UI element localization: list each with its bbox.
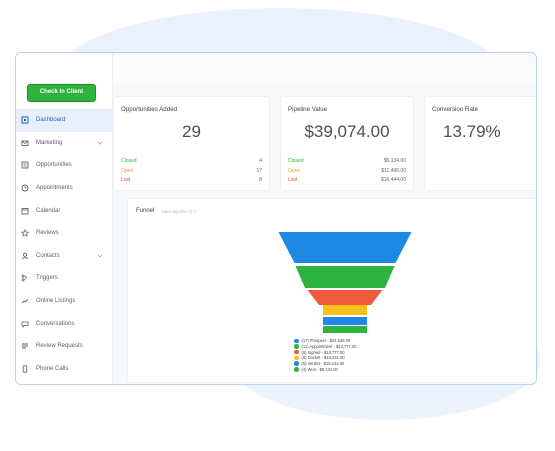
legend-item: (5) Verdict - $16,134.00 [294, 361, 414, 367]
pipeline-value: $39,074.00 [304, 122, 390, 141]
funnel-stage[interactable] [323, 317, 367, 325]
card-title: Pipeline Value [288, 106, 328, 113]
legend-dot [294, 355, 299, 361]
funnel-stage[interactable] [278, 232, 412, 263]
card-title: Opportunities Added [121, 106, 178, 113]
breakdown-value: $5,134.00 [383, 158, 406, 164]
breakdown-value: $11,496.00 [381, 167, 406, 174]
legend-item: (4) Won - $5,134.00 [294, 366, 414, 372]
breakdown-label: Closed [288, 158, 304, 164]
funnel-legend: (17) Prospect - $24,626.00 (11) Appointme… [294, 338, 414, 372]
sidebar-item-label: Reviews [36, 230, 59, 237]
breakdown-row: Lost $16,444.00 [288, 177, 406, 186]
legend-item: (8) Signed - $18,777.00 [294, 349, 414, 355]
breakdown-label: Open [288, 167, 301, 174]
legend-label: (8) Signed - $18,777.00 [301, 349, 345, 355]
breakdown-value: 4 [259, 158, 262, 164]
legend-label: (11) Appointment - $23,777.00 [301, 344, 357, 350]
clock-icon [21, 184, 29, 192]
funnel-stage[interactable] [307, 290, 383, 305]
dashboard-icon [21, 116, 29, 124]
conversion-rate-value: 13.79% [443, 122, 501, 141]
sidebar-item-label: Opportunities [36, 162, 72, 169]
marketing-icon [21, 139, 29, 147]
legend-item: (6) Docket - $18,231.00 [294, 355, 414, 361]
sidebar-item-label: Conversations [36, 320, 75, 327]
sidebar-item-reviews[interactable]: Reviews [16, 222, 113, 245]
breakdown-row: Closed $5,134.00 [288, 158, 406, 167]
sidebar-item-conversations[interactable]: Conversations [16, 312, 113, 335]
sidebar-item-label: Online Listings [36, 298, 76, 305]
user-icon [21, 252, 29, 260]
sidebar-item-label: Dashboard [36, 117, 66, 124]
breakdown-row: Open $11,496.00 [288, 168, 406, 177]
legend-label: (5) Verdict - $16,134.00 [301, 361, 345, 367]
check-in-client-button[interactable]: Check In Client [27, 84, 96, 102]
sidebar-item-opportunities[interactable]: Opportunities [16, 154, 113, 177]
listings-icon [21, 297, 29, 305]
sidebar-item-label: Calendar [36, 207, 61, 214]
breakdown-row: Open 17 [121, 168, 262, 177]
breakdown-label: Lost [288, 177, 298, 183]
sidebar-item-marketing[interactable]: Marketing [16, 132, 113, 155]
sidebar-item-label: Phone Calls [36, 365, 69, 372]
breakdown-value: 8 [259, 177, 262, 183]
sidebar-item-contacts[interactable]: Contacts [16, 245, 113, 268]
sidebar-item-calendar[interactable]: Calendar [16, 199, 113, 222]
funnel-subtitle: Sales pipeline (17) [161, 209, 197, 214]
sidebar-item-triggers[interactable]: Triggers [16, 267, 113, 290]
legend-dot [294, 367, 299, 372]
legend-dot [294, 338, 299, 344]
breakdown-label: Lost [121, 177, 131, 183]
sidebar-item-phone-calls[interactable]: Phone Calls [16, 358, 113, 381]
breakdown-label: Open [121, 167, 134, 174]
chevron-down-icon[interactable] [97, 140, 103, 146]
opportunities-count: 29 [182, 122, 201, 141]
legend-dot [294, 344, 299, 349]
breakdown-row: Closed 4 [121, 158, 262, 167]
sidebar-item-appointments[interactable]: Appointments [16, 177, 113, 200]
pipeline-value-card: Pipeline Value $39,074.00 Closed $5,134.0… [281, 97, 413, 190]
sidebar-item-label: Triggers [36, 275, 58, 282]
breakdown-value: $16,444.00 [380, 177, 406, 183]
legend-label: (4) Won - $5,134.00 [301, 366, 338, 372]
star-icon [21, 229, 29, 237]
trigger-icon [21, 274, 29, 282]
opportunities-icon [21, 161, 29, 169]
sidebar-item-label: Contacts [36, 252, 60, 259]
conversion-rate-card: Conversion Rate 13.79% [425, 97, 536, 190]
sidebar-item-online-listings[interactable]: Online Listings [16, 290, 113, 313]
funnel-stage[interactable] [295, 266, 395, 288]
chevron-down-icon[interactable] [97, 253, 103, 259]
breakdown-label: Closed [121, 158, 137, 164]
legend-dot [294, 349, 299, 355]
sidebar: Check In Client Dashboard Marketing Opport… [16, 53, 113, 384]
calendar-icon [21, 207, 29, 215]
breakdown-value: 17 [256, 167, 262, 174]
phone-icon [21, 365, 29, 373]
sidebar-item-label: Review Requests [36, 343, 83, 350]
opportunities-added-card: Opportunities Added 29 Closed 4 Open 17 Lost… [114, 97, 269, 190]
legend-label: (6) Docket - $18,231.00 [301, 355, 345, 361]
legend-item: (17) Prospect - $24,626.00 [294, 338, 414, 344]
card-title: Conversion Rate [432, 106, 479, 113]
sidebar-item-label: Marketing [36, 139, 63, 146]
funnel-stage[interactable] [323, 326, 367, 333]
sidebar-nav: Dashboard Marketing Opportunities Appointme… [16, 109, 113, 380]
breakdown-row: Lost 8 [121, 177, 262, 186]
funnel-title: Funnel [136, 208, 155, 214]
legend-label: (17) Prospect - $24,626.00 [301, 338, 351, 344]
legend-dot [294, 361, 299, 366]
review-request-icon [21, 342, 29, 350]
funnel-stage[interactable] [323, 305, 367, 315]
sidebar-item-dashboard[interactable]: Dashboard [16, 109, 113, 132]
sidebar-item-review-requests[interactable]: Review Requests [16, 335, 113, 358]
sidebar-item-label: Appointments [36, 185, 73, 192]
legend-item: (11) Appointment - $23,777.00 [294, 344, 414, 350]
chat-icon [21, 320, 29, 328]
